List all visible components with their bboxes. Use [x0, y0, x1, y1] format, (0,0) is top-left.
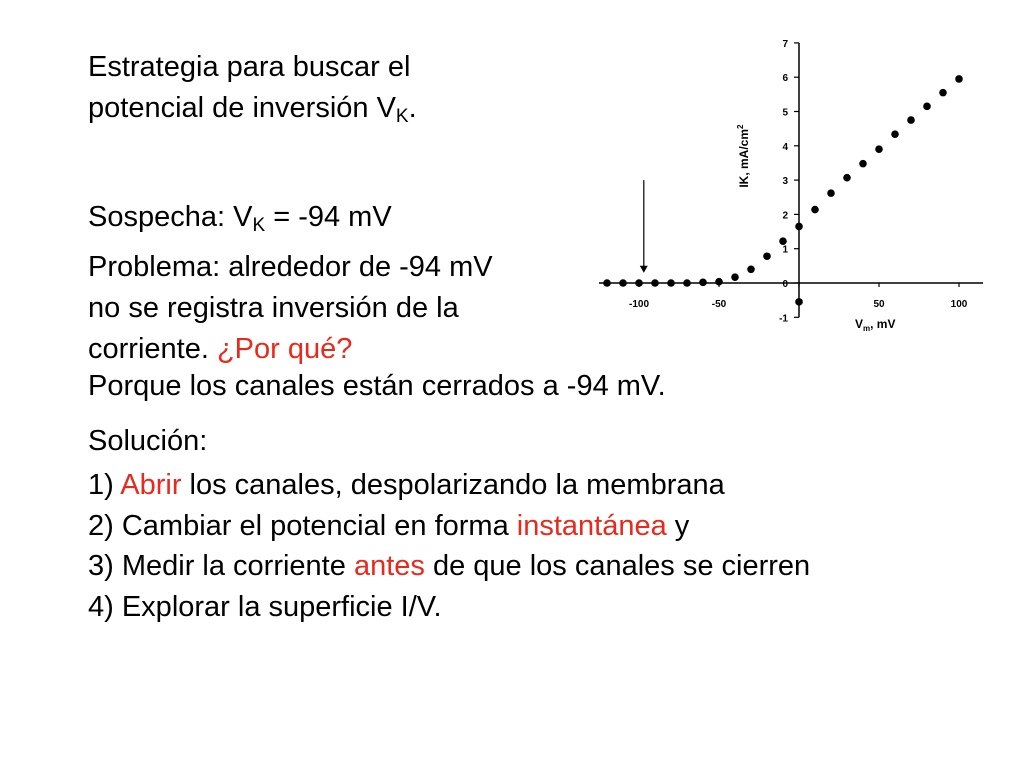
data-point: [795, 222, 803, 231]
suspicion-text: Sospecha: V: [88, 201, 253, 233]
data-point: [875, 145, 883, 154]
step-text: 3) Medir la corriente: [88, 550, 354, 582]
subscript: K: [395, 106, 409, 127]
x-tick-label: -50: [712, 299, 727, 310]
y-axis-label: IK, mA/cm2: [736, 124, 751, 188]
data-point: [635, 279, 643, 287]
x-tick-label: 100: [951, 299, 968, 310]
y-tick-label: 6: [782, 73, 788, 84]
title-line-2: potencial de inversión VK.: [88, 91, 417, 127]
step-text: 2) Cambiar el potencial en forma: [88, 510, 517, 542]
problem-line-2: no se registra inversión de la: [88, 292, 459, 324]
data-point: [651, 279, 659, 287]
solution-step-2: 2) Cambiar el potencial en forma instant…: [88, 509, 689, 543]
y-tick-label: 1: [782, 245, 788, 256]
step-text: y: [666, 510, 690, 542]
solution-step-3: 3) Medir la corriente antes de que los c…: [88, 549, 810, 583]
step-text: de que los canales se cierren: [424, 550, 811, 582]
data-point: [747, 265, 755, 274]
data-point: [731, 273, 739, 281]
data-point: [603, 279, 611, 287]
title-period: .: [408, 92, 417, 124]
y-tick-label: 0: [782, 279, 788, 290]
y-tick-label: 7: [782, 39, 788, 50]
step-text: los canales, despolarizando la membrana: [181, 469, 725, 501]
data-point: [683, 279, 691, 287]
data-point: [795, 298, 803, 306]
problem-line-1: Problema: alrededor de -94 mV: [88, 251, 493, 283]
suspicion-line: Sospecha: VK = -94 mV: [88, 200, 392, 236]
x-tick-label: 50: [873, 299, 885, 310]
data-point: [907, 116, 915, 124]
question-highlight: ¿Por qué?: [216, 333, 353, 365]
answer-line: Porque los canales están cerrados a -94 …: [88, 370, 666, 402]
title-line-1: Estrategia para buscar el: [88, 51, 411, 83]
problem-line-3: corriente. ¿Por qué?: [88, 332, 352, 366]
solution-step-4: 4) Explorar la superficie I/V.: [88, 591, 442, 623]
data-point: [763, 252, 771, 261]
step-highlight: antes: [353, 550, 425, 582]
data-point: [891, 130, 899, 138]
data-point: [843, 173, 851, 182]
subscript: K: [252, 215, 266, 236]
data-point: [779, 237, 787, 245]
data-point: [859, 159, 867, 168]
y-tick-label: 2: [782, 210, 788, 221]
arrow-head-icon: [639, 265, 648, 273]
x-axis-label: Vm, mV: [855, 317, 895, 333]
data-point: [923, 102, 931, 111]
data-point: [715, 277, 723, 286]
data-point: [699, 278, 707, 287]
data-point: [955, 75, 963, 83]
y-tick-label: 5: [782, 108, 788, 119]
suspicion-value: = -94 mV: [265, 201, 392, 233]
solution-heading: Solución:: [88, 425, 208, 457]
title-text: potencial de inversión V: [88, 92, 396, 124]
step-highlight: instantánea: [516, 510, 667, 542]
data-point: [939, 88, 947, 97]
data-point: [619, 279, 627, 287]
step-text: 1): [88, 469, 121, 501]
y-tick-label: 3: [782, 176, 788, 187]
data-point: [667, 279, 675, 287]
step-highlight: Abrir: [120, 469, 182, 501]
problem-text: corriente.: [88, 333, 217, 365]
y-tick-label: 4: [782, 142, 788, 153]
data-point: [811, 205, 819, 214]
y-tick-label: -1: [779, 313, 788, 324]
x-tick-label: -100: [629, 299, 649, 310]
solution-step-1: 1) Abrir los canales, despolarizando la …: [88, 468, 725, 502]
data-point: [827, 189, 835, 197]
